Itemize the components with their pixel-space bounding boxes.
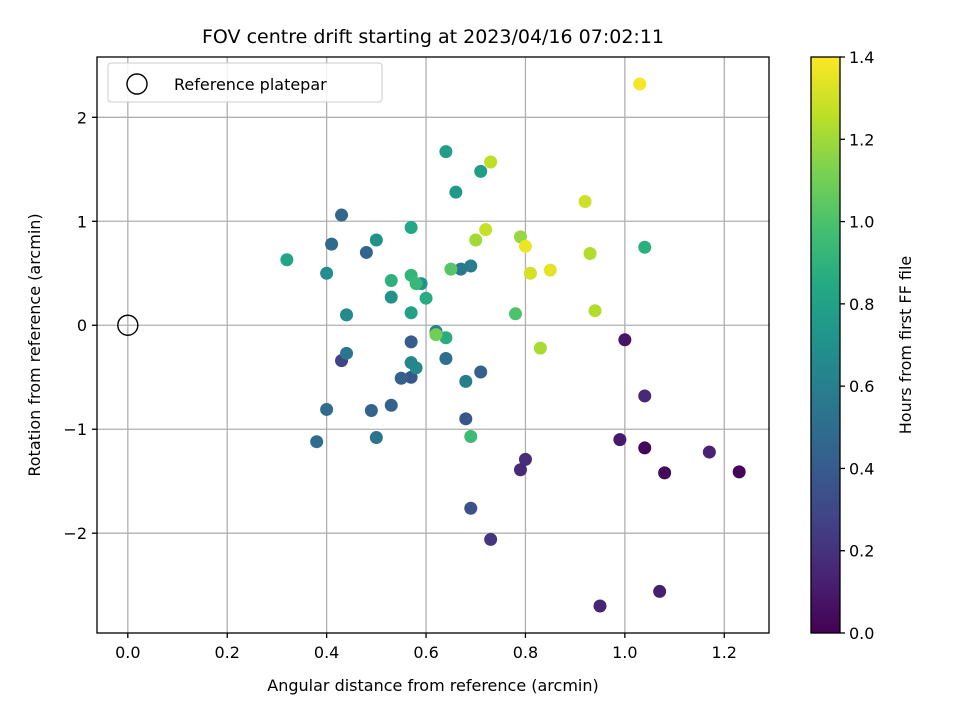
data-point (638, 441, 652, 455)
data-point (543, 263, 557, 277)
data-point (320, 402, 334, 416)
axes: 0.0 0.2 0.4 0.6 0.8 1.0 1.2 −2 −1 0 1 2 (63, 56, 770, 662)
y-tick-label: 2 (77, 108, 87, 127)
data-point (429, 328, 443, 342)
data-point (335, 208, 349, 222)
legend-box (107, 62, 383, 103)
x-tick-label: 1.2 (712, 643, 737, 662)
grid (97, 57, 769, 633)
y-tick-label: 0 (77, 316, 87, 335)
data-point (459, 412, 473, 426)
data-point (384, 290, 398, 304)
data-point (340, 346, 354, 360)
data-point (702, 445, 716, 459)
data-point (369, 431, 383, 445)
data-point (359, 245, 373, 259)
data-point (384, 274, 398, 288)
colorbar-tick-label: 0.4 (849, 459, 874, 478)
data-point (638, 389, 652, 403)
data-point (613, 433, 627, 447)
colorbar-tick-label: 1.0 (849, 213, 874, 232)
data-point (464, 259, 478, 273)
colorbar-gradient (811, 57, 840, 633)
colorbar-tick-label: 1.4 (849, 48, 874, 67)
x-tick-label: 0.4 (314, 643, 339, 662)
legend-entry-reference: Reference platepar (174, 75, 327, 94)
colorbar-tick-label: 0.0 (849, 624, 874, 643)
data-point (633, 77, 647, 91)
plot-frame (96, 56, 770, 634)
data-point (523, 266, 537, 280)
data-point (449, 185, 463, 199)
data-point (518, 239, 532, 253)
data-point (409, 361, 423, 375)
data-point (419, 291, 433, 305)
legend: Reference platepar (107, 62, 383, 103)
data-point (320, 266, 334, 280)
scatter-points (117, 77, 746, 613)
colorbar-tick-label: 0.2 (849, 542, 874, 561)
y-tick-label: −1 (63, 420, 87, 439)
colorbar-tick-label: 1.2 (849, 130, 874, 149)
data-point (340, 308, 354, 322)
data-point (404, 306, 418, 320)
y-tick-label: 1 (77, 212, 87, 231)
data-point (439, 331, 453, 345)
data-point (459, 374, 473, 388)
data-point (658, 466, 672, 480)
y-tick-label: −2 (63, 524, 87, 543)
data-point (409, 277, 423, 291)
x-axis-label: Angular distance from reference (arcmin) (267, 676, 598, 695)
data-point (464, 429, 478, 443)
data-point (479, 223, 493, 237)
data-point (583, 247, 597, 261)
data-point (310, 435, 324, 449)
data-point (439, 352, 453, 366)
data-point (653, 584, 667, 598)
data-point (464, 501, 478, 515)
data-point (404, 335, 418, 349)
data-point (474, 164, 488, 178)
data-point (513, 463, 527, 477)
data-point (454, 262, 468, 276)
x-tick-label: 0.8 (513, 643, 538, 662)
data-point (404, 221, 418, 235)
data-point (280, 253, 294, 267)
data-point (384, 398, 398, 412)
colorbar-ticks: 0.0 0.2 0.4 0.6 0.8 1.0 1.2 1.4 (840, 48, 874, 643)
data-point (439, 145, 453, 159)
x-tick-label: 0.2 (214, 643, 239, 662)
data-point (518, 452, 532, 466)
data-point (484, 155, 498, 169)
data-point (474, 365, 488, 379)
colorbar: 0.0 0.2 0.4 0.6 0.8 1.0 1.2 1.4 Hours from firs… (810, 48, 915, 643)
colorbar-frame (810, 56, 841, 634)
reference-marker (117, 314, 139, 336)
legend-marker-reference (126, 73, 148, 95)
data-point (578, 195, 592, 209)
colorbar-label: Hours from first FF file (896, 256, 915, 435)
data-point (588, 304, 602, 318)
chart-title: FOV centre drift starting at 2023/04/16 … (202, 26, 664, 48)
data-point (369, 233, 383, 247)
data-point (618, 333, 632, 347)
data-point (533, 341, 547, 355)
data-point (484, 532, 498, 546)
data-point (444, 262, 458, 276)
data-point (593, 599, 607, 613)
data-point (509, 307, 523, 321)
x-tick-label: 0.6 (413, 643, 438, 662)
data-point (732, 465, 746, 479)
data-point (638, 240, 652, 254)
y-axis-label: Rotation from reference (arcmin) (25, 213, 44, 476)
data-point (469, 233, 483, 247)
data-point (325, 237, 339, 251)
data-point (364, 404, 378, 418)
colorbar-tick-label: 0.8 (849, 295, 874, 314)
x-tick-label: 1.0 (612, 643, 637, 662)
x-tick-label: 0.0 (115, 643, 140, 662)
data-point (394, 371, 408, 385)
colorbar-tick-label: 0.6 (849, 377, 874, 396)
